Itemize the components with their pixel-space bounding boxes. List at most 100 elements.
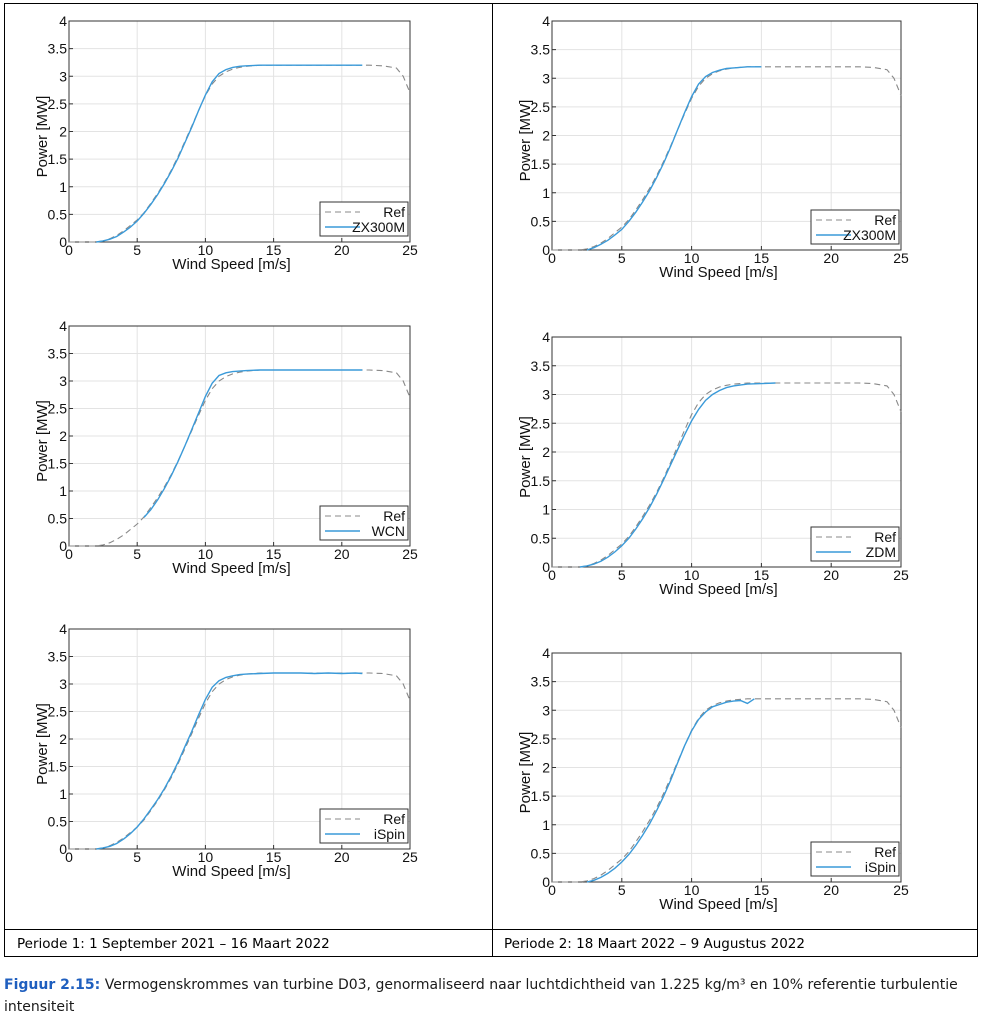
y-axis-label: Power [MW] — [34, 96, 51, 178]
x-tick-label: 10 — [684, 567, 700, 583]
x-axis-label: Wind Speed [m/s] — [172, 256, 290, 273]
y-tick-label: 3 — [59, 676, 67, 692]
y-tick-label: 2 — [59, 731, 67, 747]
y-tick-label: 4 — [542, 645, 550, 661]
x-tick-label: 5 — [133, 849, 141, 865]
x-axis-label: Wind Speed [m/s] — [659, 581, 777, 598]
x-tick-label: 10 — [198, 849, 214, 865]
y-tick-label: 1 — [542, 817, 550, 833]
y-tick-label: 2 — [542, 760, 550, 776]
x-tick-label: 25 — [402, 242, 418, 258]
y-tick-label: 3.5 — [531, 358, 551, 374]
x-tick-label: 25 — [402, 849, 418, 865]
y-tick-label: 0 — [59, 234, 67, 250]
period-1-label: Periode 1: 1 September 2021 – 16 Maart 2… — [17, 936, 330, 952]
legend-label-ref: Ref — [383, 508, 405, 524]
x-tick-label: 20 — [823, 567, 839, 583]
period-2-label: Periode 2: 18 Maart 2022 – 9 Augustus 20… — [504, 936, 805, 952]
x-tick-label: 20 — [823, 882, 839, 898]
y-tick-label: 2.5 — [48, 96, 68, 112]
x-tick-label: 0 — [65, 242, 73, 258]
legend-label-ref: Ref — [874, 212, 896, 228]
y-tick-label: 3 — [59, 373, 67, 389]
figure-table: Periode 1: 1 September 2021 – 16 Maart 2… — [4, 3, 978, 957]
x-tick-label: 5 — [133, 546, 141, 562]
y-tick-label: 0.5 — [531, 845, 551, 861]
legend-label-wcn: WCN — [372, 523, 405, 539]
x-tick-label: 25 — [893, 250, 909, 266]
series-line-wcn — [143, 369, 363, 518]
x-tick-label: 5 — [618, 567, 626, 583]
legend-box — [319, 808, 409, 844]
y-axis-label: Power [MW] — [34, 400, 51, 482]
plot-area: 0 5 10 15 20 25 0 0.5 1 1.5 2 2.5 3 3.5 4 Wind Speed [m… — [517, 645, 909, 913]
x-tick-label: 15 — [754, 882, 770, 898]
y-tick-label: 1.5 — [48, 456, 68, 472]
legend-box — [810, 526, 900, 562]
series-line-ispin — [96, 672, 363, 850]
legend-box — [810, 841, 900, 877]
x-tick-label: 25 — [402, 546, 418, 562]
plot-area: 0 5 10 15 20 25 0 0.5 1 1.5 2 2.5 3 3.5 4 Wind Speed [m… — [34, 318, 418, 577]
y-tick-label: 3.5 — [48, 346, 68, 362]
y-tick-label: 0 — [542, 559, 550, 575]
figure-caption: Figuur 2.15: Vermogenskrommes van turbin… — [4, 974, 964, 1018]
legend-label-zx300m: ZX300M — [843, 227, 896, 243]
y-tick-label: 2 — [542, 444, 550, 460]
y-tick-label: 1 — [542, 502, 550, 518]
x-tick-label: 15 — [754, 567, 770, 583]
series-line-zdm — [579, 382, 776, 568]
legend-label-ref: Ref — [874, 529, 896, 545]
y-axis-label: Power [MW] — [517, 100, 534, 182]
plot-area: 0 5 10 15 20 25 0 0.5 1 1.5 2 2.5 3 3.5 4 Wind Speed [m… — [517, 13, 909, 281]
legend-box — [810, 209, 900, 245]
x-tick-label: 10 — [684, 882, 700, 898]
y-tick-label: 2 — [542, 128, 550, 144]
y-tick-label: 2.5 — [531, 731, 551, 747]
y-tick-label: 1.5 — [531, 473, 551, 489]
x-tick-label: 20 — [334, 849, 350, 865]
y-tick-label: 3.5 — [48, 41, 68, 57]
series-line-zx300m — [586, 66, 762, 251]
y-tick-label: 4 — [59, 13, 67, 29]
y-tick-label: 0 — [59, 538, 67, 554]
x-tick-label: 20 — [823, 250, 839, 266]
x-axis-label: Wind Speed [m/s] — [172, 863, 290, 880]
x-tick-label: 0 — [65, 849, 73, 865]
legend-label-ref: Ref — [383, 204, 405, 220]
x-tick-label: 10 — [198, 242, 214, 258]
y-tick-label: 0.5 — [531, 530, 551, 546]
y-tick-label: 0 — [542, 242, 550, 258]
y-tick-label: 3 — [542, 387, 550, 403]
y-tick-label: 2.5 — [531, 99, 551, 115]
y-tick-label: 3 — [542, 702, 550, 718]
legend-label-ispin: iSpin — [374, 826, 405, 842]
y-tick-label: 3 — [542, 70, 550, 86]
table-row-divider — [5, 929, 977, 930]
plot-area: 0 5 10 15 20 25 0 0.5 1 1.5 2 2.5 3 3.5 4 Wind Speed [m… — [34, 13, 418, 273]
table-column-divider — [492, 4, 493, 956]
y-tick-label: 1.5 — [531, 156, 551, 172]
x-tick-label: 5 — [133, 242, 141, 258]
legend-box — [319, 201, 409, 237]
y-tick-label: 3 — [59, 68, 67, 84]
x-tick-label: 5 — [618, 882, 626, 898]
legend-label-ispin: iSpin — [865, 859, 896, 875]
y-tick-label: 3.5 — [48, 649, 68, 665]
y-tick-label: 3.5 — [531, 42, 551, 58]
y-axis-label: Power [MW] — [34, 703, 51, 785]
y-tick-label: 0 — [542, 874, 550, 890]
y-tick-label: 0.5 — [48, 814, 68, 830]
y-tick-label: 1 — [542, 185, 550, 201]
x-tick-label: 5 — [618, 250, 626, 266]
series-line-ref — [552, 66, 902, 251]
y-tick-label: 3.5 — [531, 674, 551, 690]
x-tick-label: 15 — [754, 250, 770, 266]
legend-label-ref: Ref — [874, 844, 896, 860]
